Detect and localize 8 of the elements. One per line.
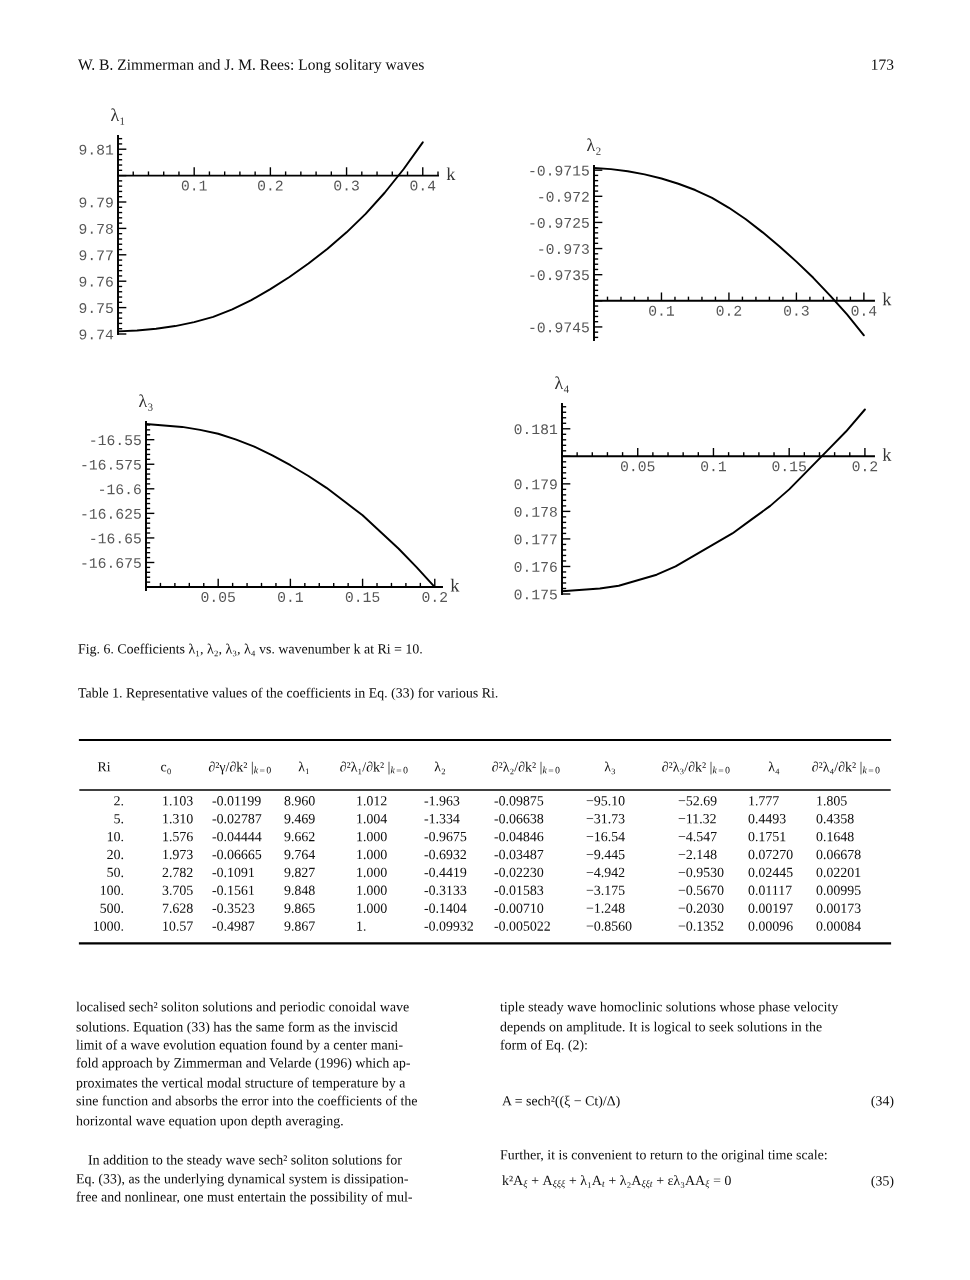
y-axis-title: λ₄ (554, 376, 569, 393)
y-axis-title: λ₁ (110, 108, 125, 125)
y-axis-title: λ₃ (138, 394, 153, 411)
x-axis-title: k (446, 167, 456, 180)
x-axis-title: k (882, 448, 892, 461)
x-axis-title: k (882, 292, 892, 306)
x-axis-title: k (450, 578, 460, 592)
y-axis-title: λ₂ (586, 138, 601, 155)
